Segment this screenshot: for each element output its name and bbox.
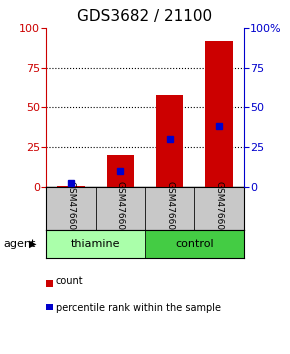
Text: count: count [56,276,83,286]
Text: percentile rank within the sample: percentile rank within the sample [56,303,221,313]
Bar [96,187,145,230]
Text: thiamine: thiamine [71,239,120,249]
Bar [107,155,134,187]
Bar [46,187,96,230]
Text: GSM476603: GSM476603 [116,181,125,235]
Bar [194,187,244,230]
Bar [145,230,244,258]
Text: ▶: ▶ [29,239,37,249]
Text: control: control [175,239,214,249]
Bar [57,186,85,187]
Bar [46,230,145,258]
Text: agent: agent [3,239,35,249]
Text: GSM476605: GSM476605 [214,181,224,235]
Text: GSM476604: GSM476604 [165,181,174,235]
Bar [145,187,194,230]
Text: GSM476602: GSM476602 [66,181,76,235]
Bar [156,95,183,187]
Title: GDS3682 / 21100: GDS3682 / 21100 [77,9,213,24]
Bar [205,41,233,187]
